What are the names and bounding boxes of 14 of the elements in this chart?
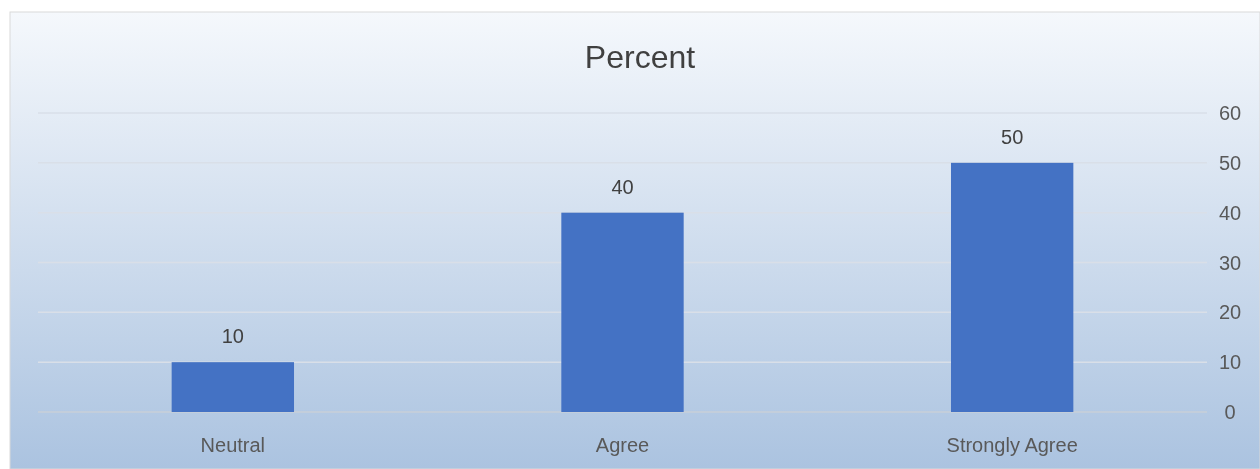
y-tick-label: 20	[1218, 301, 1242, 324]
y-tick-label: 10	[1218, 351, 1242, 374]
x-tick-label: Agree	[595, 434, 650, 456]
data-label: 40	[611, 175, 634, 198]
chart-title: Percent	[584, 39, 696, 75]
data-label: 50	[1001, 125, 1024, 148]
data-label: 10	[221, 325, 244, 348]
y-tick-label: 60	[1218, 102, 1242, 124]
y-tick-label: 40	[1218, 201, 1242, 224]
y-tick-label: 30	[1218, 251, 1242, 274]
y-tick-label: 0	[1224, 401, 1236, 423]
y-tick-label: 50	[1218, 151, 1242, 174]
x-tick-label: Neutral	[200, 434, 266, 456]
x-tick-label: Strongly Agree	[946, 434, 1078, 456]
